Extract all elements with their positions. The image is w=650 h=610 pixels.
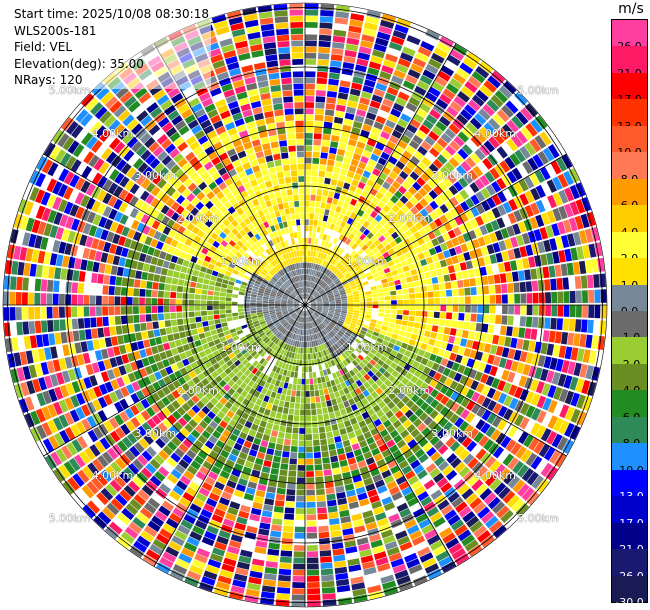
range-ring-label: 3.00km [134,169,177,183]
range-ring-label: 1.00km [220,255,262,269]
colorbar-level: 6.0 [612,178,647,212]
colorbar-level: 26.0 [612,20,647,53]
velocity-gates [3,3,607,607]
colorbar-tick-label: -30.0 [615,595,644,609]
range-ring-label: 4.00km [474,126,516,140]
ppi-radar-display [2,2,608,608]
elevation-label: Elevation(deg): 35.00 [14,56,144,71]
azimuth-spoke [304,43,457,306]
range-ring-label: 1.00km [345,255,388,269]
colorbar-level: -10.0 [612,443,647,477]
range-ring-label: 4.00km [91,126,134,140]
colorbar-level: 17.0 [612,72,647,106]
colorbar-unit: m/s [618,1,644,17]
range-ring-label: 3.00km [134,426,177,440]
colorbar-level: -4.0 [612,363,647,397]
range-ring-label: 1.00km [345,340,388,354]
colorbar-level: 2.0 [612,231,647,265]
range-ring-label: 4.00km [91,469,134,483]
max-range-ring [2,2,608,608]
colorbar-level: -21.0 [612,522,647,556]
azimuth-spoke [304,153,567,306]
colorbar-level: 21.0 [612,46,647,80]
range-ring-label: 2.00km [177,383,219,397]
range-ring-label: 2.00km [177,212,219,226]
range-ring-label: 5.00km [48,83,91,97]
colorbar-level: 0.0 [612,284,647,318]
azimuth-spoke [304,304,457,567]
range-ring-label: 3.00km [431,426,474,440]
colorbar-level: -17.0 [612,496,647,530]
colorbar-level: 4.0 [612,205,647,239]
range-ring-label: 1.00km [220,340,262,354]
azimuth-spoke [153,304,306,567]
colorbar-level: 10.0 [612,125,647,159]
range-ring-label: 2.00km [388,383,431,397]
range-ring-label: 3.00km [431,169,474,183]
azimuth-spoke [43,153,306,306]
range-ring-label: 5.00km [48,512,91,526]
nrays-label: NRays: 120 [14,73,83,87]
range-ring-label: 5.00km [517,512,559,526]
azimuth-spoke [43,304,306,457]
colorbar-level: -26.0 [612,549,647,583]
colorbar-level: -1.0 [612,311,647,344]
field-label: Field: VEL [14,40,73,54]
colorbar-level: -8.0 [612,416,647,450]
colorbar-level: 1.0 [612,258,647,292]
colorbar-level: -13.0 [612,469,647,503]
range-ring-label: 4.00km [474,469,516,483]
range-ring-label: 2.00km [388,212,431,226]
colorbar-level: 8.0 [612,152,647,186]
colorbar-level: -6.0 [612,390,647,424]
colorbar-level: 13.0 [612,99,647,133]
colorbar-level: -30.0 [612,575,647,609]
range-ring-label: 5.00km [517,83,559,97]
scan-info-panel: Start time: 2025/10/08 08:30:18 WLS200s-… [12,6,211,89]
azimuth-spoke [304,304,567,457]
start-time-label: Start time: 2025/10/08 08:30:18 [14,7,209,21]
velocity-colorbar: 26.021.017.013.010.08.06.04.02.01.00.0-1… [611,19,648,609]
station-label: WLS200s-181 [14,23,97,38]
colorbar-level: -2.0 [612,337,647,371]
